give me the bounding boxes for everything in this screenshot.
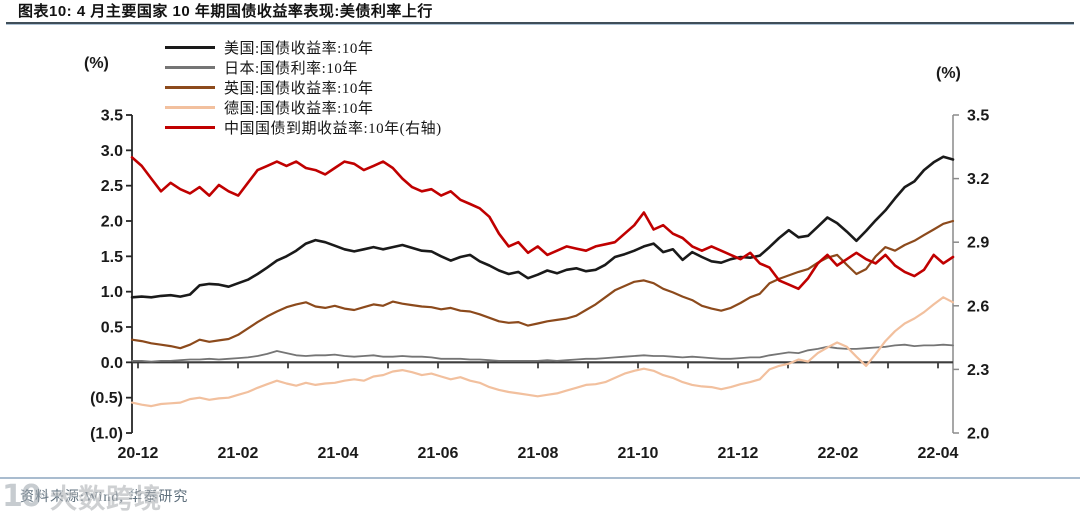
footer-divider <box>0 477 1080 479</box>
x-axis <box>132 361 953 369</box>
x-axis-tick-label: 21-10 <box>618 445 659 462</box>
chart-header: 图表10: 4 月主要国家 10 年期国债收益率表现:美债利率上行 <box>18 2 1072 22</box>
left-axis-tick-label: (1.0) <box>90 426 123 443</box>
right-axis-tick-label: 3.2 <box>967 171 989 188</box>
left-axis-tick-label: 0.0 <box>101 355 123 372</box>
legend-label: 中国国债到期收益率:10年(右轴) <box>224 120 442 137</box>
legend-swatch-line <box>165 85 215 89</box>
left-axis-tick-label: 3.0 <box>101 143 123 160</box>
x-axis-tick-label: 21-02 <box>218 445 259 462</box>
left-axis <box>126 114 133 434</box>
legend-label: 日本:国债利率:10年 <box>224 60 358 77</box>
left-axis-unit: (%) <box>84 55 109 72</box>
left-axis-tick-label: 2.5 <box>101 178 123 195</box>
left-axis-tick-label: 3.5 <box>101 108 123 125</box>
right-axis-tick-label: 2.9 <box>967 235 989 252</box>
x-axis-tick-label: 21-12 <box>718 445 759 462</box>
series-line-1 <box>130 296 955 408</box>
left-axis-tick-label: 1.5 <box>101 249 123 266</box>
series-line-0 <box>131 343 954 363</box>
right-axis <box>952 114 959 434</box>
x-axis-tick-label: 22-02 <box>818 445 859 462</box>
legend-swatch-line <box>165 65 215 69</box>
legend-label: 德国:国债收益率:10年 <box>224 100 374 117</box>
chart-canvas: 3.5 3.0 2.5 2.0 1.5 1.0 0.5 0.0 (0.5) (1.0) 3.5 3.2… <box>90 108 989 463</box>
right-axis-tick-label: 2.0 <box>967 426 989 443</box>
legend-swatch-line <box>165 105 215 109</box>
legend-swatch-line <box>165 125 215 129</box>
x-axis-tick-label: 21-06 <box>418 445 459 462</box>
legend-swatch-line <box>165 45 215 49</box>
right-axis-tick-label: 3.5 <box>967 108 989 125</box>
left-axis-tick-label: 0.5 <box>101 320 123 337</box>
x-axis-tick-label: 21-04 <box>318 445 359 462</box>
series-line-2 <box>130 219 955 350</box>
series-line-4 <box>130 156 955 291</box>
right-axis-tick-label: 2.3 <box>967 362 989 379</box>
right-axis-tick-label: 2.6 <box>967 298 989 315</box>
series-line-3 <box>130 155 955 299</box>
series-lines <box>130 155 955 408</box>
legend-item: 英国:国债收益率:10年 <box>165 77 442 97</box>
chart-area: (%) (%) 3.5 3.0 2.5 2.0 1.5 1.0 0.5 0.0 (0.5) (1.… <box>0 30 1080 480</box>
right-axis-unit: (%) <box>936 65 961 82</box>
legend-item: 中国国债到期收益率:10年(右轴) <box>165 117 442 137</box>
legend-item: 德国:国债收益率:10年 <box>165 97 442 117</box>
legend-item: 日本:国债利率:10年 <box>165 57 442 77</box>
legend-item: 美国:国债收益率:10年 <box>165 37 442 57</box>
x-axis-tick-label: 21-08 <box>518 445 559 462</box>
title-divider <box>6 22 1074 25</box>
legend-label: 英国:国债收益率:10年 <box>224 80 374 97</box>
x-axis-tick-label: 20-12 <box>118 445 159 462</box>
left-axis-tick-label: 1.0 <box>101 284 123 301</box>
legend: 美国:国债收益率:10年 日本:国债利率:10年 英国:国债收益率:10年 德国… <box>165 37 442 137</box>
source-note: 资料来源:Wind, 华泰研究 <box>20 490 189 505</box>
legend-label: 美国:国债收益率:10年 <box>224 40 374 57</box>
left-axis-tick-label: 2.0 <box>101 214 123 231</box>
x-axis-tick-label: 22-04 <box>918 445 959 462</box>
left-axis-tick-label: (0.5) <box>90 390 123 407</box>
chart-title: 图表10: 4 月主要国家 10 年期国债收益率表现:美债利率上行 <box>18 3 433 20</box>
